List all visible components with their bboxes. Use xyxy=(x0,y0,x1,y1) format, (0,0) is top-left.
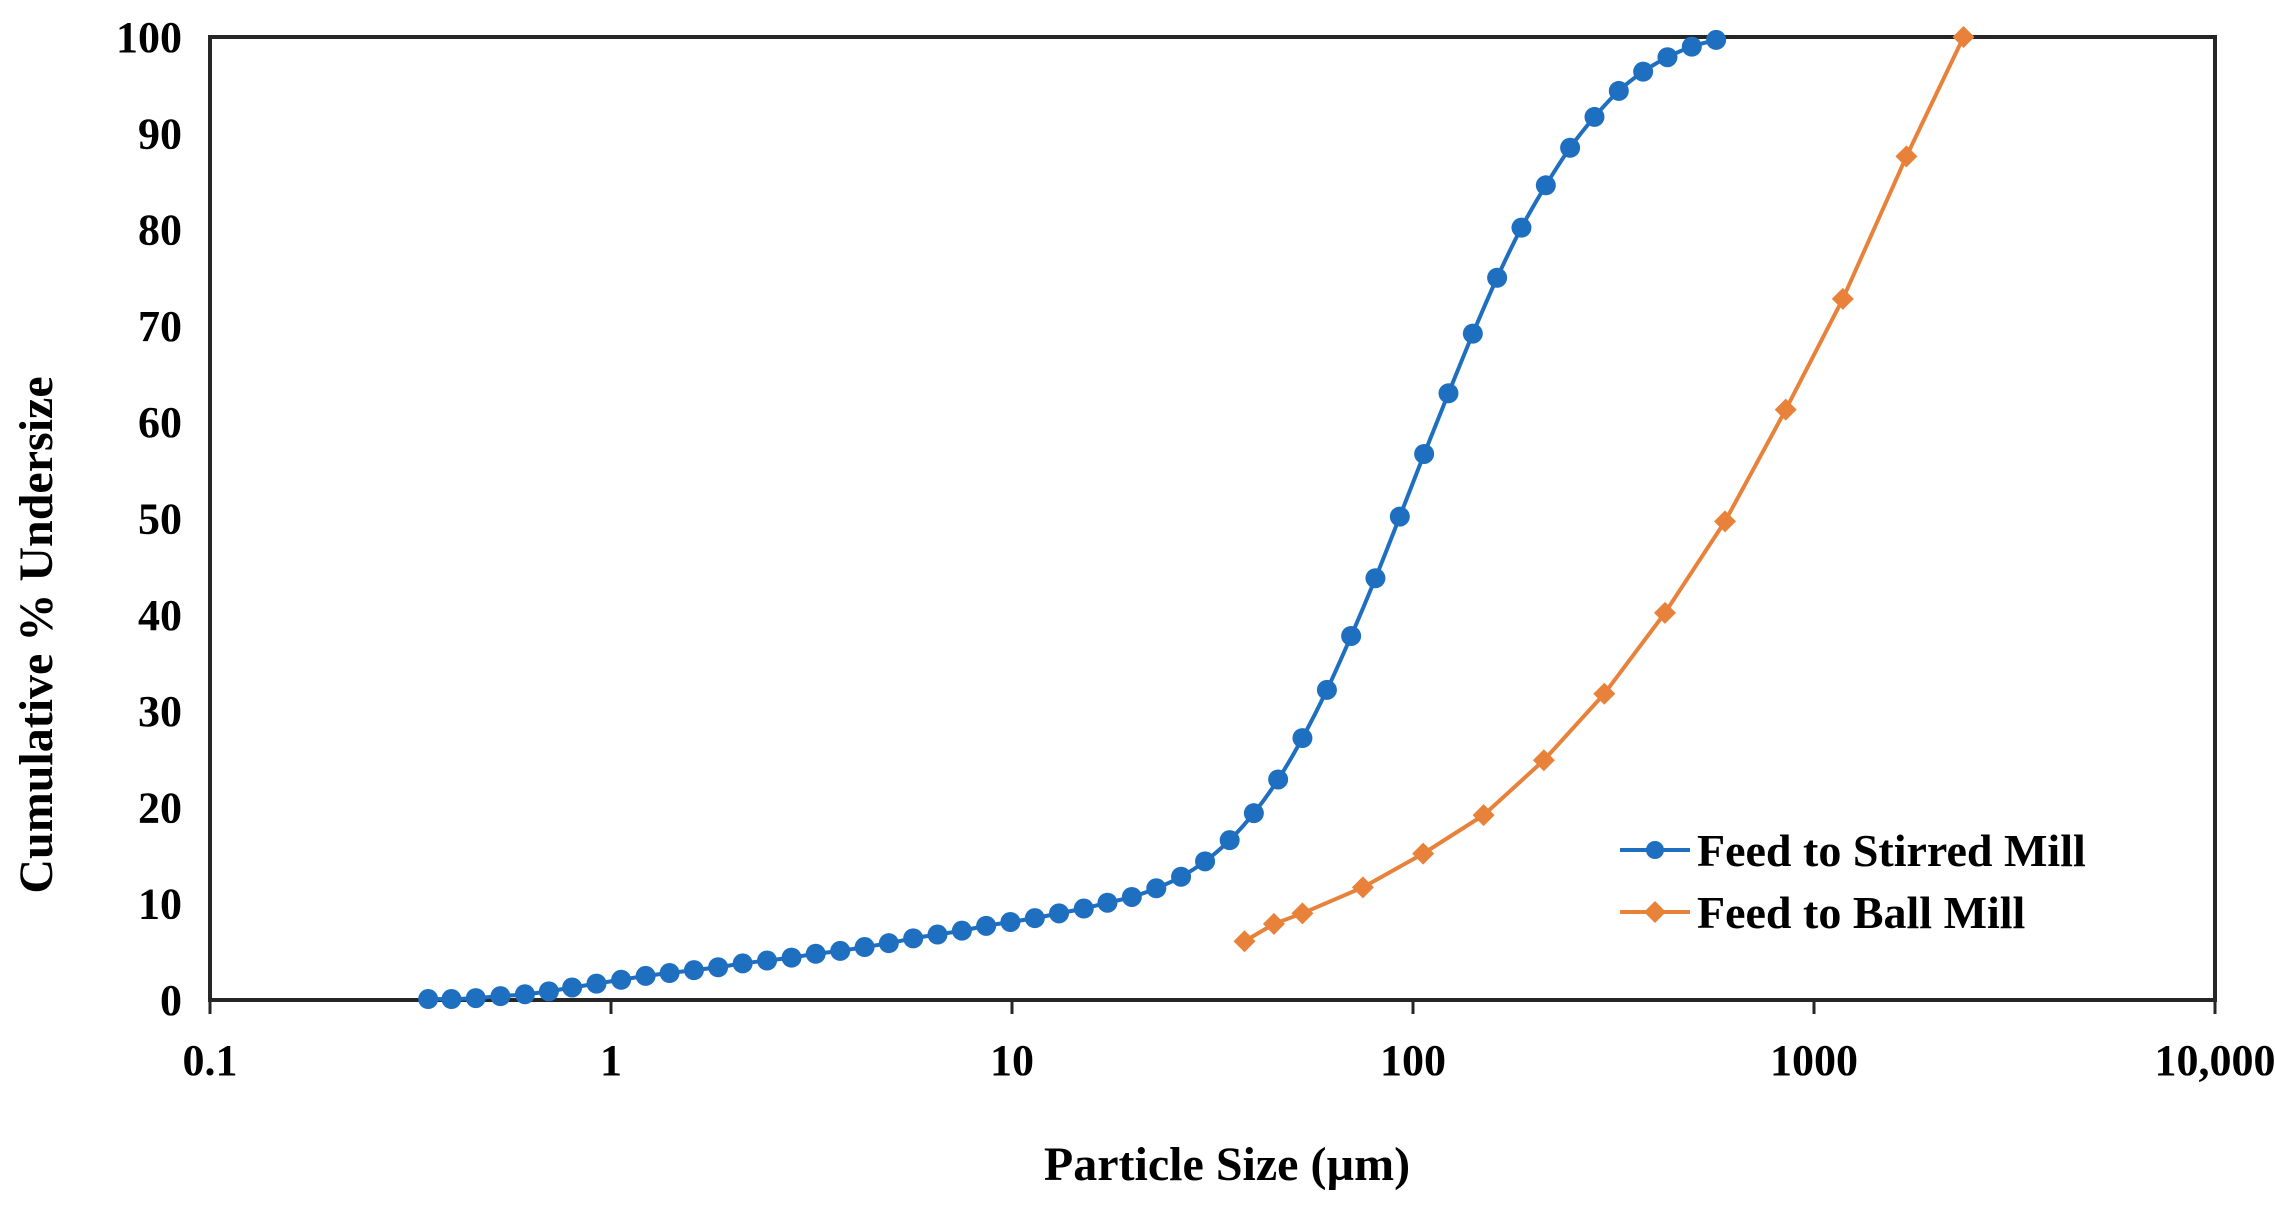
y-tick-label: 100 xyxy=(116,13,182,62)
data-point xyxy=(1895,145,1918,168)
x-tick-label: 10 xyxy=(990,1036,1034,1085)
data-point xyxy=(927,924,948,945)
y-tick-label: 70 xyxy=(138,302,182,351)
data-point xyxy=(1291,902,1314,925)
data-point xyxy=(1268,769,1289,790)
data-point xyxy=(562,977,583,998)
data-point xyxy=(805,943,826,964)
legend-marker-stirred-mill xyxy=(1646,841,1664,859)
data-point xyxy=(659,963,680,984)
data-point xyxy=(1000,911,1021,932)
data-point xyxy=(1195,851,1216,872)
data-point xyxy=(514,984,535,1005)
y-tick-label: 60 xyxy=(138,398,182,447)
data-point xyxy=(1414,443,1435,464)
data-point xyxy=(418,989,439,1010)
data-point xyxy=(1262,912,1285,935)
data-point xyxy=(1633,61,1654,82)
y-tick-label: 30 xyxy=(138,687,182,736)
data-point xyxy=(1535,175,1556,196)
data-point xyxy=(1653,601,1676,624)
y-tick-label: 90 xyxy=(138,109,182,158)
data-point xyxy=(1532,749,1555,772)
data-point xyxy=(976,915,997,936)
data-point xyxy=(1121,886,1142,907)
x-axis-title: Particle Size (µm) xyxy=(1044,1138,1410,1191)
data-point xyxy=(1024,908,1045,929)
data-point xyxy=(1073,898,1094,919)
data-point xyxy=(1487,267,1508,288)
data-point xyxy=(1219,830,1240,851)
data-point xyxy=(1560,137,1581,158)
legend-label-stirred-mill: Feed to Stirred Mill xyxy=(1697,825,2086,876)
data-point xyxy=(903,928,924,949)
data-point xyxy=(1831,287,1854,310)
y-tick-label: 80 xyxy=(138,206,182,255)
data-point xyxy=(1714,510,1737,533)
data-point xyxy=(1171,866,1192,887)
x-axis-ticks: 0.1 1 10 100 1000 10,000 xyxy=(183,1000,2275,1085)
plot-area xyxy=(208,35,2217,1002)
data-point xyxy=(732,953,753,974)
data-point xyxy=(951,920,972,941)
y-tick-label: 20 xyxy=(138,783,182,832)
x-tick-label: 1 xyxy=(600,1036,622,1085)
series-layer xyxy=(418,26,1975,1010)
data-point xyxy=(538,981,559,1002)
y-axis-title: Cumulative % Undersize xyxy=(10,376,63,893)
data-point xyxy=(1438,383,1459,404)
data-point xyxy=(781,947,802,968)
x-tick-label: 10,000 xyxy=(2155,1036,2275,1085)
data-point xyxy=(683,960,704,981)
data-point xyxy=(1584,106,1605,127)
data-point xyxy=(1365,568,1386,589)
data-point xyxy=(1681,36,1702,57)
legend-label-ball-mill: Feed to Ball Mill xyxy=(1697,887,2025,938)
data-point xyxy=(1292,728,1313,749)
legend: Feed to Stirred Mill Feed to Ball Mill xyxy=(1620,825,2086,938)
data-point xyxy=(1472,804,1495,827)
data-point xyxy=(1952,26,1975,48)
data-point xyxy=(1412,842,1435,865)
data-point xyxy=(1316,679,1337,700)
x-tick-label: 1000 xyxy=(1770,1036,1858,1085)
data-point xyxy=(1462,323,1483,344)
y-tick-label: 50 xyxy=(138,495,182,544)
legend-marker-ball-mill xyxy=(1644,901,1666,923)
data-point xyxy=(1593,682,1616,705)
y-tick-label: 0 xyxy=(160,976,182,1025)
data-point xyxy=(1511,217,1532,238)
data-point xyxy=(1608,80,1629,101)
data-point xyxy=(1097,892,1118,913)
data-point xyxy=(854,937,875,958)
data-point xyxy=(878,933,899,954)
data-point xyxy=(1243,803,1264,824)
data-point xyxy=(1351,876,1374,899)
data-point xyxy=(1049,903,1070,924)
data-point xyxy=(757,950,778,971)
data-point xyxy=(830,940,851,961)
data-point xyxy=(1706,29,1727,50)
x-tick-label: 100 xyxy=(1380,1036,1446,1085)
data-point xyxy=(1341,625,1362,646)
data-point xyxy=(635,965,656,986)
data-point xyxy=(611,969,632,990)
data-point xyxy=(465,988,486,1009)
data-point xyxy=(490,986,511,1007)
data-point xyxy=(1657,47,1678,68)
series-line xyxy=(1243,36,1966,943)
y-tick-label: 10 xyxy=(138,880,182,929)
data-point xyxy=(708,957,729,978)
data-point xyxy=(586,973,607,994)
data-point xyxy=(1233,930,1256,953)
y-axis-ticks: 0 10 20 30 40 50 60 70 80 90 100 xyxy=(116,13,182,1025)
y-tick-label: 40 xyxy=(138,591,182,640)
data-point xyxy=(1389,506,1410,527)
data-point xyxy=(1774,398,1797,421)
data-point xyxy=(441,989,462,1010)
data-point xyxy=(1146,878,1167,899)
x-tick-label: 0.1 xyxy=(183,1036,238,1085)
